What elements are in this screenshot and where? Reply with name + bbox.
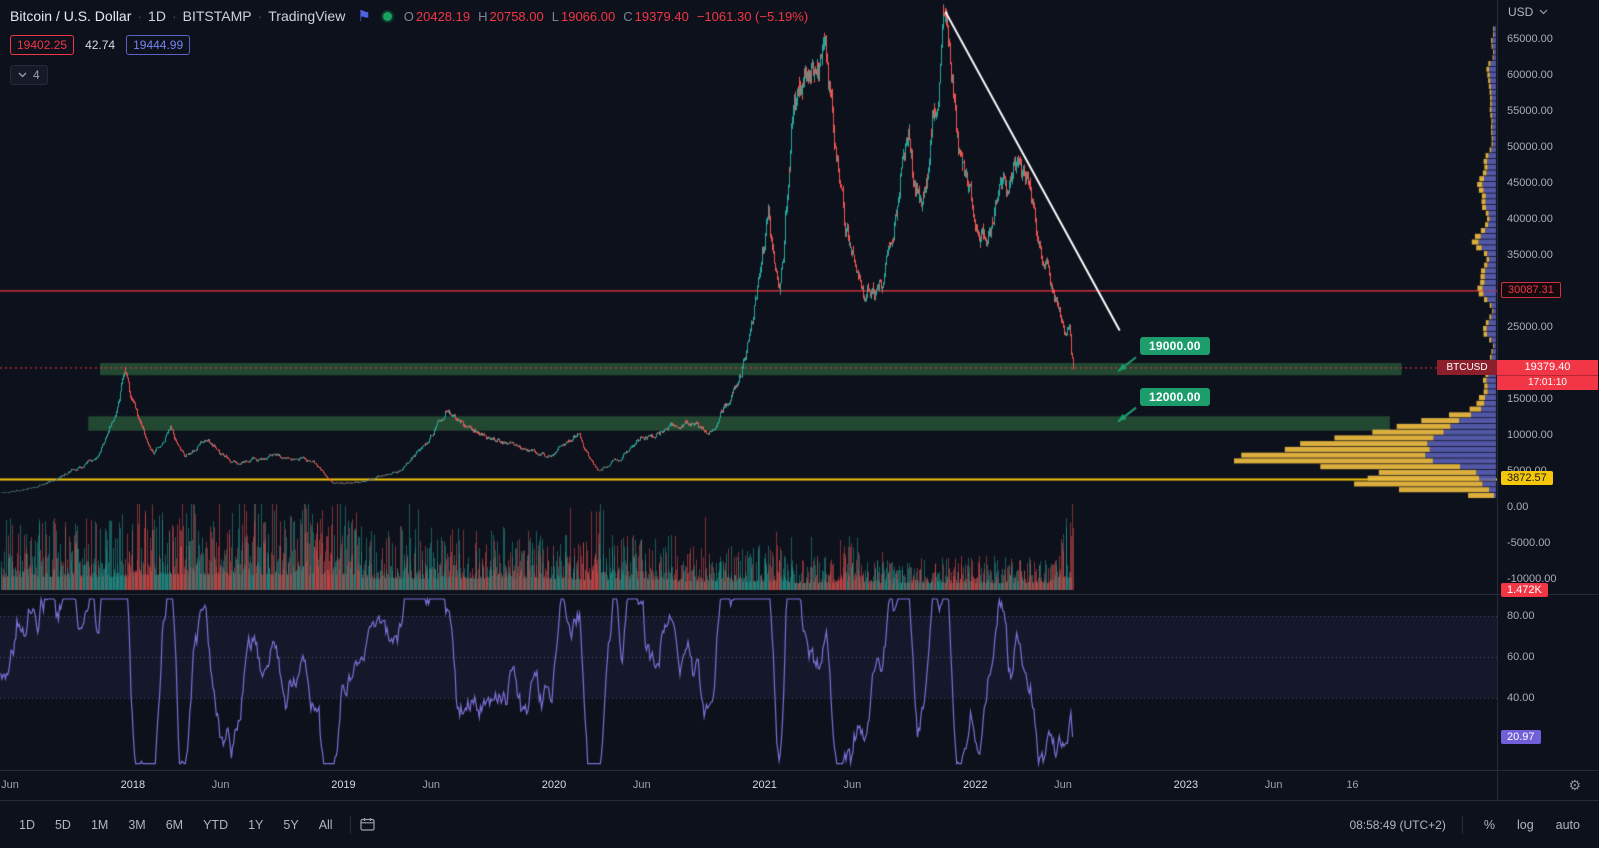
range-button-ytd[interactable]: YTD: [194, 814, 237, 836]
close-value: 19379.40: [634, 8, 689, 24]
market-status-icon: [382, 11, 392, 21]
symbol-title[interactable]: Bitcoin / U.S. Dollar: [10, 8, 132, 24]
mid-value-label: 42.74: [85, 38, 116, 52]
log-scale-button[interactable]: log: [1508, 814, 1543, 836]
bottom-toolbar: 1D 5D 1M 3M 6M YTD 1Y 5Y All 08:58:49 (UTC+2) % …: [0, 800, 1599, 848]
close-key: C: [623, 8, 633, 24]
price-tick-label: 40000.00: [1507, 213, 1553, 225]
open-key: O: [403, 8, 414, 24]
clock-label[interactable]: 08:58:49 (UTC+2): [1349, 817, 1446, 832]
current-price-symbol: BTCUSD: [1437, 360, 1497, 376]
price-tick-label: 0.00: [1507, 501, 1529, 513]
brand-label: TradingView: [268, 8, 346, 24]
yellow-level-price-label: 3872.57: [1501, 471, 1553, 486]
change-value: −1061.30 (−5.19%): [696, 8, 809, 24]
time-tick-label: Jun: [211, 779, 230, 791]
rsi-tick-label: 60.00: [1507, 651, 1535, 663]
price-tick-label: 25000.00: [1507, 321, 1553, 333]
red-level-price-label: 30087.31: [1501, 282, 1561, 299]
bar-countdown: 17:01:10: [1497, 375, 1598, 391]
range-button-1y[interactable]: 1Y: [239, 814, 272, 836]
separator-dot: ·: [137, 8, 143, 24]
blue-level-badge: 19444.99: [126, 35, 191, 55]
time-tick-label: 2023: [1173, 779, 1199, 791]
time-tick-label: Jun: [632, 779, 651, 791]
separator-dot: ·: [171, 8, 177, 24]
time-tick-label: 2019: [331, 779, 356, 791]
percent-scale-button[interactable]: %: [1475, 814, 1504, 836]
date-range-buttons: 1D 5D 1M 3M 6M YTD 1Y 5Y All: [10, 814, 342, 836]
rsi-value-label: 20.97: [1501, 730, 1541, 744]
chevron-down-icon: [18, 72, 27, 78]
price-tick-label: 65000.00: [1507, 33, 1553, 45]
hidden-indicators-count: 4: [33, 68, 40, 82]
price-tick-label: 55000.00: [1507, 105, 1553, 117]
time-axis[interactable]: Jun 2018 Jun 2019 Jun 2020 Jun 2021 Jun 2022 Jun 20…: [0, 770, 1497, 801]
currency-label: USD: [1508, 5, 1534, 19]
price-annotation-19000[interactable]: 19000.00: [1140, 337, 1210, 356]
axis-settings-corner: ⚙: [1497, 770, 1599, 800]
price-tick-label: 35000.00: [1507, 249, 1553, 261]
price-tick-label: 60000.00: [1507, 69, 1553, 81]
interval-label[interactable]: 1D: [148, 8, 166, 24]
current-price-value: 19379.40: [1497, 360, 1598, 376]
range-button-6m[interactable]: 6M: [157, 814, 192, 836]
range-button-5y[interactable]: 5Y: [274, 814, 307, 836]
current-price-label: BTCUSD 19379.40 17:01:10: [1437, 360, 1598, 391]
go-to-date-icon[interactable]: [359, 816, 376, 833]
range-button-3m[interactable]: 3M: [119, 814, 154, 836]
exchange-label[interactable]: BITSTAMP: [182, 8, 252, 24]
ohlc-readout: O 20428.19 H 20758.00 L 19066.00 C 19379.40 …: [404, 9, 808, 24]
time-tick-label: Jun: [1054, 779, 1072, 791]
time-tick-label: 2021: [752, 779, 777, 791]
toolbar-divider: [1461, 815, 1463, 834]
low-value: 19066.00: [560, 8, 616, 24]
time-tick-label: 16: [1346, 779, 1359, 791]
time-tick-label: Jun: [1, 779, 19, 791]
range-button-5d[interactable]: 5D: [46, 814, 80, 836]
flag-icon[interactable]: ⚑: [357, 7, 371, 25]
price-tick-label: 45000.00: [1507, 177, 1553, 189]
price-annotation-12000[interactable]: 12000.00: [1140, 387, 1210, 406]
time-tick-label: 2018: [120, 779, 146, 791]
high-key: H: [478, 8, 488, 24]
time-tick-label: Jun: [843, 779, 862, 791]
red-level-badge: 19402.25: [10, 35, 75, 55]
open-value: 20428.19: [415, 8, 471, 24]
price-tick-label: -5000.00: [1507, 537, 1551, 549]
volume-value-label: 1.472K: [1501, 583, 1548, 597]
price-tick-label: 50000.00: [1507, 141, 1553, 153]
auto-scale-button[interactable]: auto: [1547, 814, 1589, 836]
range-button-1m[interactable]: 1M: [82, 814, 117, 836]
toolbar-divider: [349, 815, 351, 834]
price-chart-canvas[interactable]: [0, 0, 1497, 770]
range-button-1d[interactable]: 1D: [10, 814, 44, 836]
rsi-tick-label: 80.00: [1507, 610, 1535, 622]
pane-separator[interactable]: [0, 594, 1599, 595]
price-tick-label: -10000.00: [1507, 573, 1557, 585]
gear-icon[interactable]: ⚙: [1568, 777, 1581, 794]
currency-selector[interactable]: USD: [1508, 5, 1548, 19]
high-value: 20758.00: [489, 8, 544, 24]
price-tick-label: 15000.00: [1507, 393, 1553, 405]
range-button-all[interactable]: All: [310, 814, 342, 836]
price-tick-label: 10000.00: [1507, 429, 1553, 441]
rsi-tick-label: 40.00: [1507, 692, 1535, 704]
chevron-down-icon: [1539, 9, 1548, 15]
time-tick-label: Jun: [1264, 779, 1283, 791]
time-tick-label: 2020: [541, 779, 567, 791]
low-key: L: [551, 8, 559, 24]
price-axis[interactable]: USD 30087.31 3872.57 1.472K 20.97 65000.…: [1497, 0, 1599, 770]
collapse-indicators-button[interactable]: 4: [10, 65, 48, 85]
time-tick-label: Jun: [422, 779, 441, 791]
time-tick-label: 2022: [963, 779, 988, 791]
separator-dot: ·: [257, 8, 263, 24]
chart-legend: Bitcoin / U.S. Dollar · 1D · BITSTAMP · …: [10, 6, 808, 85]
